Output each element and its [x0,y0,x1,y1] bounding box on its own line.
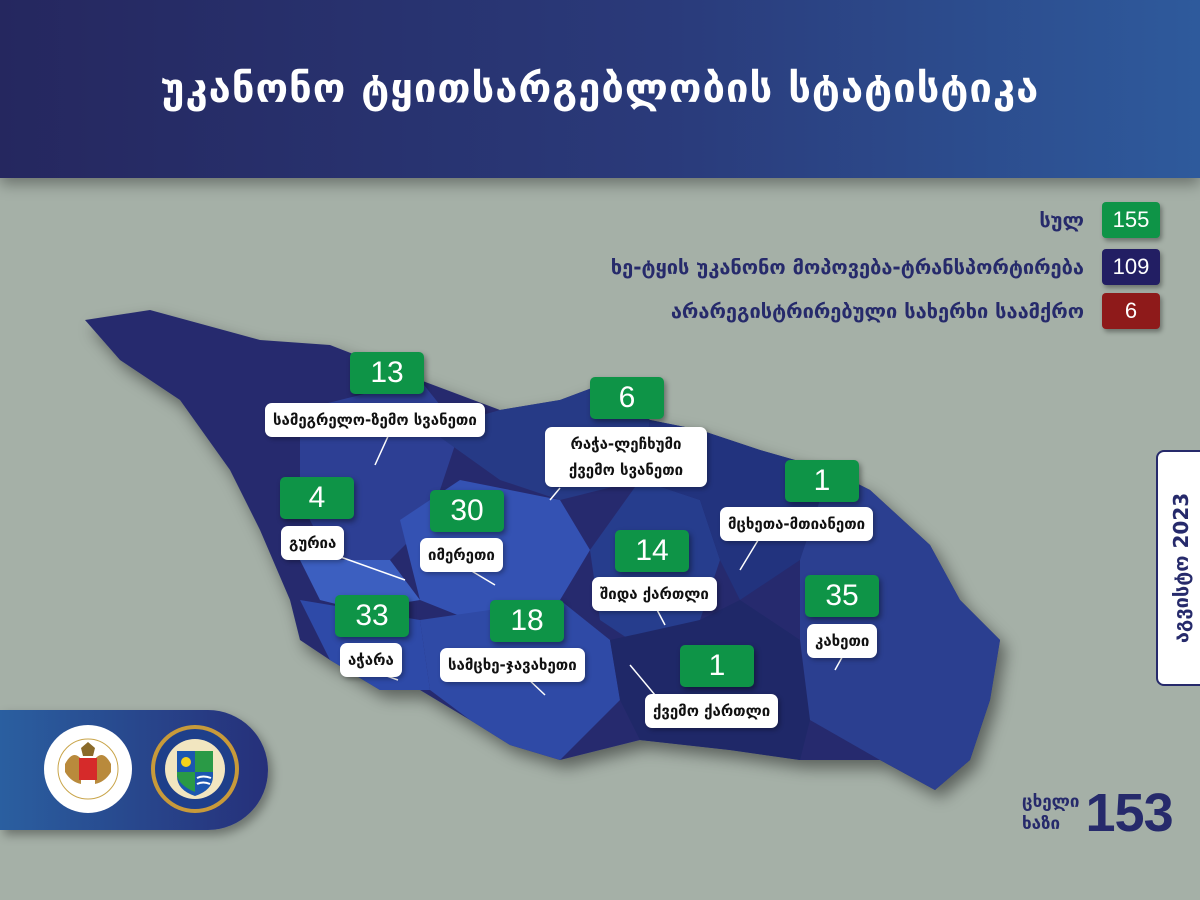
hotline-word: ხაზი [1022,814,1061,834]
region-value: 35 [805,575,879,617]
region-label: რაჭა-ლეჩხუმი ქვემო სვანეთი [545,427,707,487]
legend-illegal-logging: ხე-ტყის უკანონო მოპოვება-ტრანსპორტირება … [611,249,1160,285]
region-value: 1 [785,460,859,502]
region-label: იმერეთი [420,538,503,572]
pointer-line [629,664,656,696]
legend-label: არარეგისტრირებული სახერხი საამქრო [670,299,1084,323]
pointer-line [739,536,761,571]
region-label: ქვემო ქართლი [645,694,779,728]
header-banner: უკანონო ტყითსარგებლობის სტატისტიკა [0,0,1200,178]
ministry-logo [44,725,132,813]
region-value: 14 [615,530,689,572]
pointer-lines [334,431,846,696]
region-label: გურია [281,526,345,560]
legend-label: სულ [1039,208,1084,232]
date-tab: აგვისტო 2023 [1156,450,1200,686]
region-label: შიდა ქართლი [592,577,717,611]
region-label: სამეგრელო-ზემო სვანეთი [265,403,485,437]
legend-label: ხე-ტყის უკანონო მოპოვება-ტრანსპორტირება [610,255,1084,279]
legend-sawmill: არარეგისტრირებული სახერხი საამქრო 6 [671,293,1160,329]
legend-total: სულ 155 [1039,202,1160,238]
pointer-line [549,487,561,501]
region-value: 33 [335,595,409,637]
pointer-line [374,431,391,466]
pointer-line [334,554,406,581]
region-value: 6 [590,377,664,419]
region-value: 18 [490,600,564,642]
region-label: მცხეთა-მთიანეთი [720,507,874,541]
region-value: 30 [430,490,504,532]
region-value: 1 [680,645,754,687]
region-value: 4 [280,477,354,519]
agency-seal [151,725,239,813]
legend-value: 155 [1102,202,1160,238]
legend-value: 6 [1102,293,1160,329]
page-title: უკანონო ტყითსარგებლობის სტატისტიკა [160,66,1040,112]
logos-panel [0,710,268,830]
region-label: სამცხე-ჯავახეთი [440,648,585,682]
region-value: 13 [350,352,424,394]
region-label: აჭარა [340,643,402,677]
hotline-word: ცხელი [1022,792,1080,812]
hotline-number: 153 [1085,783,1174,843]
legend-value: 109 [1102,249,1160,285]
region-kakheti [800,470,1000,790]
region-label: კახეთი [807,624,878,658]
hotline: ცხელი ხაზი 153 [1022,782,1174,844]
report-date: აგვისტო 2023 [1169,492,1194,644]
